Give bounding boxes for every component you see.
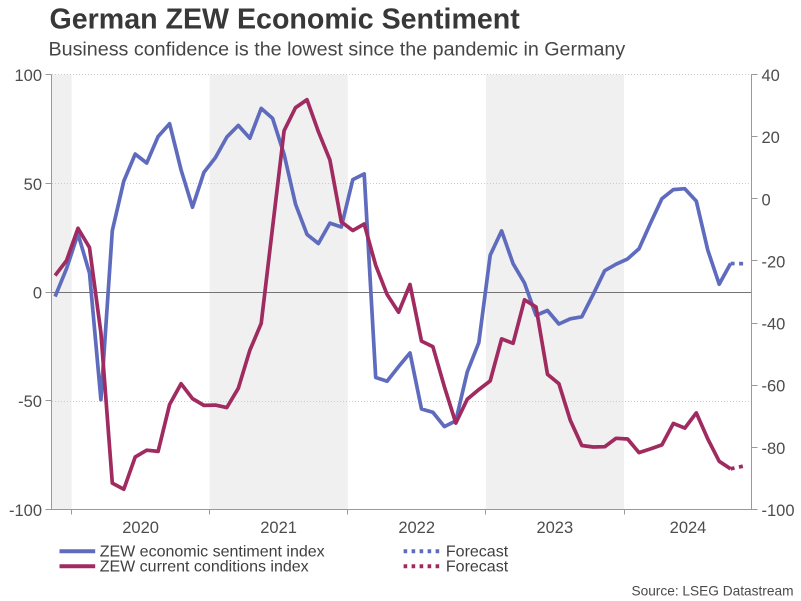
svg-text:2022: 2022 xyxy=(398,519,435,537)
svg-text:40: 40 xyxy=(762,67,780,85)
svg-text:ZEW economic sentiment index: ZEW economic sentiment index xyxy=(100,544,325,561)
svg-text:2023: 2023 xyxy=(536,519,573,537)
svg-text:Forecast: Forecast xyxy=(446,559,509,576)
svg-text:-50: -50 xyxy=(18,393,42,411)
svg-text:-100: -100 xyxy=(9,502,42,520)
svg-text:0: 0 xyxy=(33,285,42,303)
svg-text:-40: -40 xyxy=(762,316,786,334)
svg-text:-60: -60 xyxy=(762,378,786,396)
svg-text:50: 50 xyxy=(24,176,42,194)
svg-text:ZEW current conditions index: ZEW current conditions index xyxy=(100,559,309,576)
svg-text:20: 20 xyxy=(762,129,780,147)
svg-text:2021: 2021 xyxy=(260,519,297,537)
svg-text:-20: -20 xyxy=(762,253,786,271)
svg-text:-80: -80 xyxy=(762,440,786,458)
svg-text:100: 100 xyxy=(14,67,42,85)
svg-text:Business confidence is the low: Business confidence is the lowest since … xyxy=(49,39,626,61)
svg-text:2020: 2020 xyxy=(122,519,159,537)
svg-text:2024: 2024 xyxy=(670,519,707,537)
svg-text:Forecast: Forecast xyxy=(446,544,509,561)
svg-text:0: 0 xyxy=(762,191,771,209)
svg-text:German ZEW Economic Sentiment: German ZEW Economic Sentiment xyxy=(50,4,521,36)
svg-text:-100: -100 xyxy=(762,502,795,520)
svg-text:Source: LSEG Datastream: Source: LSEG Datastream xyxy=(631,583,793,598)
